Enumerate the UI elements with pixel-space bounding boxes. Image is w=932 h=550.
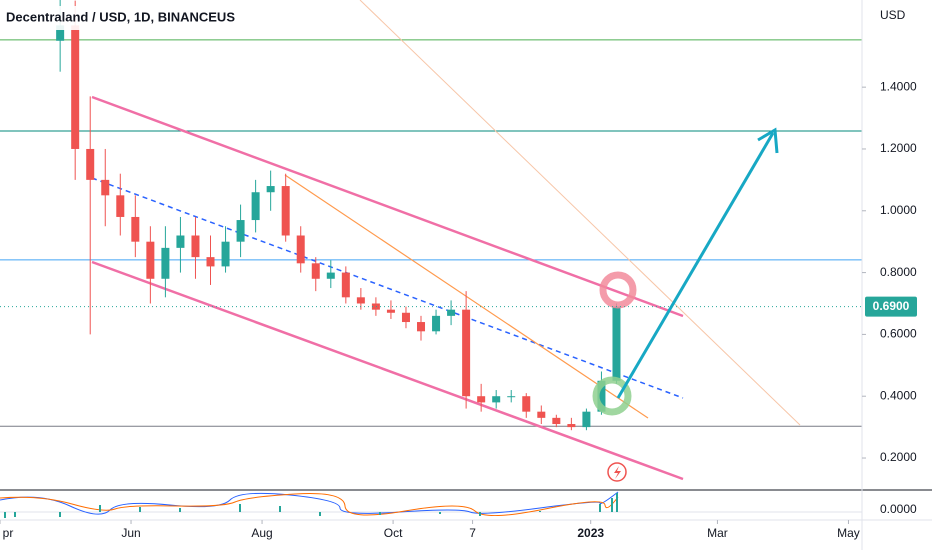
candle-body bbox=[56, 25, 65, 41]
channel-upper bbox=[91, 95, 684, 318]
candle-body bbox=[447, 309, 456, 316]
levels bbox=[0, 39, 862, 427]
candle-body bbox=[86, 148, 95, 180]
candle-body bbox=[432, 315, 441, 332]
candle-body bbox=[386, 309, 395, 313]
candle-body bbox=[146, 241, 155, 279]
y-tick-label: 1.0000 bbox=[880, 203, 917, 217]
candle-body bbox=[281, 186, 290, 236]
macd-histogram bbox=[4, 493, 618, 518]
red-circle bbox=[599, 271, 637, 309]
y-tick-label: 1.2000 bbox=[880, 141, 917, 155]
event-bolt bbox=[614, 466, 621, 479]
candle-body bbox=[116, 195, 125, 217]
x-tick-label: Mar bbox=[707, 526, 728, 540]
candle-body bbox=[221, 241, 230, 267]
candle-body bbox=[597, 380, 606, 412]
candle-body bbox=[236, 220, 245, 242]
candle-body bbox=[266, 186, 275, 193]
last-price-box bbox=[865, 296, 917, 317]
candle-body bbox=[161, 247, 170, 279]
macd-pane bbox=[0, 491, 862, 518]
y-tick-label: 0.8000 bbox=[880, 265, 917, 279]
y-tick-label: 0.4000 bbox=[880, 388, 917, 402]
arrow-head bbox=[757, 127, 779, 154]
channel-mid bbox=[91, 177, 684, 399]
candle-body bbox=[492, 396, 501, 403]
candle-body bbox=[522, 396, 531, 412]
candle-body bbox=[552, 417, 561, 425]
candle-body bbox=[507, 396, 516, 398]
candles bbox=[56, 0, 621, 431]
candle-body bbox=[401, 312, 410, 323]
candle-body bbox=[71, 25, 80, 149]
candle-body bbox=[356, 297, 365, 304]
candle-body bbox=[371, 303, 380, 310]
green-circle bbox=[592, 376, 632, 416]
x-tick-label: May bbox=[837, 526, 860, 540]
candle-body bbox=[311, 263, 320, 279]
candle-body bbox=[131, 216, 140, 242]
candle-body bbox=[191, 235, 200, 258]
candle-body bbox=[462, 309, 471, 397]
candle-body bbox=[251, 192, 260, 221]
candle-body bbox=[582, 411, 591, 428]
x-tick-label: 7 bbox=[469, 526, 476, 540]
candle-body bbox=[341, 272, 350, 298]
arrow-line bbox=[616, 132, 775, 399]
chart-title: Decentraland / USD, 1D, BINANCEUS bbox=[6, 9, 235, 24]
x-tick-label: Aug bbox=[251, 526, 272, 540]
x-tick-label: Oct bbox=[384, 526, 403, 540]
faint-trendline bbox=[359, 0, 801, 426]
x-tick-label: pr bbox=[3, 526, 14, 540]
signal-line bbox=[0, 493, 619, 517]
macd-line bbox=[0, 491, 619, 515]
candle-body bbox=[537, 411, 546, 418]
y-tick-label: 0.6000 bbox=[880, 327, 917, 341]
candle-body bbox=[417, 322, 426, 332]
candle-body bbox=[176, 235, 185, 248]
macd-axis-label: 0.0000 bbox=[880, 502, 917, 516]
candle-body bbox=[326, 272, 335, 279]
candle-body bbox=[101, 179, 110, 196]
axes: 0.2000 0.4000 0.6000 0.8000 1.0000 1.2000 1.40… bbox=[0, 79, 917, 540]
candle-body bbox=[206, 257, 215, 267]
title-bg bbox=[0, 6, 218, 30]
y-tick-label: 1.4000 bbox=[880, 79, 917, 93]
last-price-label: 0.6900 bbox=[873, 299, 910, 313]
candle-body bbox=[477, 396, 486, 403]
candle-body bbox=[612, 306, 621, 381]
y-tick-label: 0.2000 bbox=[880, 450, 917, 464]
currency-label: USD bbox=[880, 8, 906, 22]
candle-body bbox=[567, 424, 576, 428]
x-tick-label: 2023 bbox=[577, 526, 604, 540]
candle-body bbox=[296, 235, 305, 264]
channel-lower bbox=[91, 260, 684, 481]
x-tick-label: Jun bbox=[121, 526, 140, 540]
